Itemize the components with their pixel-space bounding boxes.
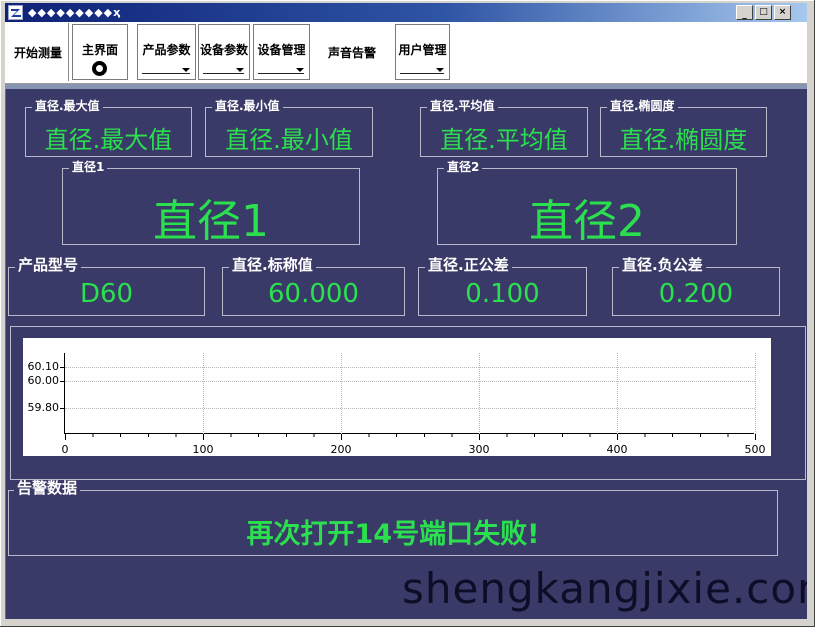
dropdown-line [142,73,190,74]
avg-diameter-value: 直径.平均值 [440,126,568,154]
chart-gridline-v [755,353,756,434]
product-model-value: D60 [79,279,134,309]
trend-chart: 60.10 60.00 59.80 0 100 200 300 400 500 [10,326,806,480]
alarm-data-box: 告警数据 再次打开14号端口失败! [8,479,778,556]
start-measure-button[interactable]: 开始测量 [13,45,62,60]
maximize-button[interactable]: □ [755,5,772,20]
min-diameter-label: 直径.最小值 [212,99,283,114]
chevron-down-icon [436,68,444,72]
y-axis-tick [60,367,65,368]
ring-icon [92,61,107,76]
y-axis-tick [60,408,65,409]
toolbar-divider-band [5,84,807,89]
max-diameter-label: 直径.最大值 [32,99,103,114]
toolbar: 开始测量 主界面 产品参数 设备参数 设备管理 声音告警 [5,22,807,84]
ovality-label: 直径.椭圆度 [607,99,678,114]
window-controls: _ □ × [736,5,791,20]
plus-tolerance-value: 0.100 [465,279,540,309]
y-tick-label: 60.10 [27,360,60,373]
chart-gridline-v [203,353,204,434]
sound-alarm-button[interactable]: 声音告警 [327,45,376,60]
nominal-value-value: 60.000 [268,279,359,309]
nominal-value-label: 直径.标称值 [229,256,316,275]
diameter2-label: 直径2 [444,160,483,175]
chevron-down-icon [236,68,244,72]
diameter1-label: 直径1 [69,160,108,175]
alarm-message: 再次打开14号端口失败! [246,519,540,550]
window-title: ◆◆◆◆◆◆◆◆◆ҳ [28,6,122,19]
chart-plot-background: 60.10 60.00 59.80 0 100 200 300 400 500 [23,338,771,456]
device-params-button[interactable]: 设备参数 [198,24,250,80]
minus-tolerance-value: 0.200 [658,279,734,309]
chart-gridline-h [65,367,755,368]
maximize-icon: □ [759,7,768,17]
product-params-label: 产品参数 [142,43,191,57]
close-button[interactable]: × [774,5,791,20]
diameter2-value: 直径2 [529,196,645,247]
device-params-label: 设备参数 [199,43,248,57]
alarm-data-label: 告警数据 [14,479,81,498]
chart-plot-area: 60.10 60.00 59.80 0 100 200 300 400 500 [28,353,766,455]
watermark-text: shengkangjixie.com [402,565,807,613]
app-icon [8,5,23,20]
x-tick-label: 100 [192,443,214,456]
x-tick-label: 500 [744,443,766,456]
x-tick-label: 300 [468,443,490,456]
plus-tolerance-label: 直径.正公差 [425,256,512,275]
main-screen-button[interactable]: 主界面 [72,24,128,80]
avg-diameter-box: 直径.平均值 直径.平均值 [420,99,588,157]
minus-tolerance-label: 直径.负公差 [619,256,706,275]
min-diameter-value: 直径.最小值 [225,126,353,154]
max-diameter-box: 直径.最大值 直径.最大值 [25,99,192,157]
window-content: ◆◆◆◆◆◆◆◆◆ҳ _ □ × 开始测量 主界面 产品参数 设备参数 [5,3,807,619]
min-diameter-box: 直径.最小值 直径.最小值 [205,99,373,157]
chart-gridline-v [341,353,342,434]
y-tick-label: 60.00 [27,374,60,387]
nominal-value-box: 直径.标称值 60.000 [222,256,405,316]
plus-tolerance-box: 直径.正公差 0.100 [418,256,587,316]
dropdown-line [258,73,304,74]
main-screen-label: 主界面 [81,43,118,57]
watermark-wrap: shengkangjixie.com [402,565,807,617]
y-tick-label: 59.80 [27,401,60,414]
user-mgmt-button[interactable]: 用户管理 [395,24,450,80]
avg-diameter-label: 直径.平均值 [427,99,498,114]
x-axis-major-ticks [65,434,756,440]
chart-gridline-h [65,381,755,382]
device-mgmt-label: 设备管理 [257,43,306,57]
user-mgmt-label: 用户管理 [398,43,447,57]
chart-gridline-h [65,408,755,409]
minimize-icon: _ [742,10,747,20]
minimize-button[interactable]: _ [736,5,753,20]
chart-gridline-v [617,353,618,434]
title-bar: ◆◆◆◆◆◆◆◆◆ҳ _ □ × [5,3,807,22]
close-icon: × [778,7,787,17]
logo-icon [11,9,21,17]
y-axis-tick [60,381,65,382]
product-model-label: 产品型号 [15,256,82,275]
x-tick-label: 200 [330,443,352,456]
dropdown-line [203,73,244,74]
x-tick-label: 400 [606,443,628,456]
diameter2-box: 直径2 直径2 [437,160,737,247]
diameter1-box: 直径1 直径1 [62,160,360,247]
max-diameter-value: 直径.最大值 [44,126,173,154]
toolbar-separator [68,23,69,81]
chart-gridline-v [479,353,480,434]
device-mgmt-button[interactable]: 设备管理 [253,24,310,80]
minus-tolerance-box: 直径.负公差 0.200 [612,256,780,316]
ovality-value: 直径.椭圆度 [619,126,748,154]
product-model-box: 产品型号 D60 [8,256,205,316]
chevron-down-icon [182,68,190,72]
chevron-down-icon [296,68,304,72]
product-params-button[interactable]: 产品参数 [137,24,196,80]
x-tick-label: 0 [61,443,69,456]
dropdown-line [400,73,444,74]
ovality-box: 直径.椭圆度 直径.椭圆度 [600,99,767,157]
diameter1-value: 直径1 [153,196,269,247]
